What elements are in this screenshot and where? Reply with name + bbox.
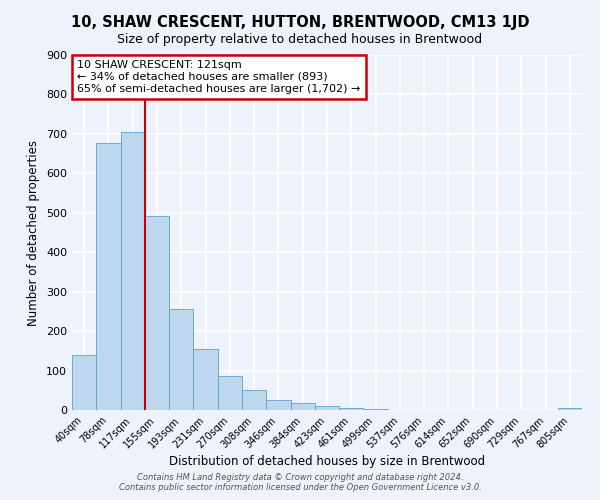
Bar	[290, 403, 315, 410]
Bar	[145, 216, 169, 410]
Bar	[218, 376, 242, 410]
Bar	[169, 309, 193, 410]
Y-axis label: Number of detached properties: Number of detached properties	[28, 140, 40, 326]
Bar	[96, 142, 121, 410]
Bar	[193, 349, 218, 410]
Bar	[315, 406, 339, 410]
Bar	[339, 408, 364, 410]
Bar	[364, 409, 388, 410]
Bar	[72, 355, 96, 410]
Bar	[266, 400, 290, 410]
Text: 10 SHAW CRESCENT: 121sqm
← 34% of detached houses are smaller (893)
65% of semi-: 10 SHAW CRESCENT: 121sqm ← 34% of detach…	[77, 60, 361, 94]
Bar	[121, 132, 145, 410]
Bar	[242, 390, 266, 410]
X-axis label: Distribution of detached houses by size in Brentwood: Distribution of detached houses by size …	[169, 456, 485, 468]
Text: 10, SHAW CRESCENT, HUTTON, BRENTWOOD, CM13 1JD: 10, SHAW CRESCENT, HUTTON, BRENTWOOD, CM…	[71, 15, 529, 30]
Text: Contains HM Land Registry data © Crown copyright and database right 2024.
Contai: Contains HM Land Registry data © Crown c…	[119, 473, 481, 492]
Text: Size of property relative to detached houses in Brentwood: Size of property relative to detached ho…	[118, 32, 482, 46]
Bar	[558, 408, 582, 410]
